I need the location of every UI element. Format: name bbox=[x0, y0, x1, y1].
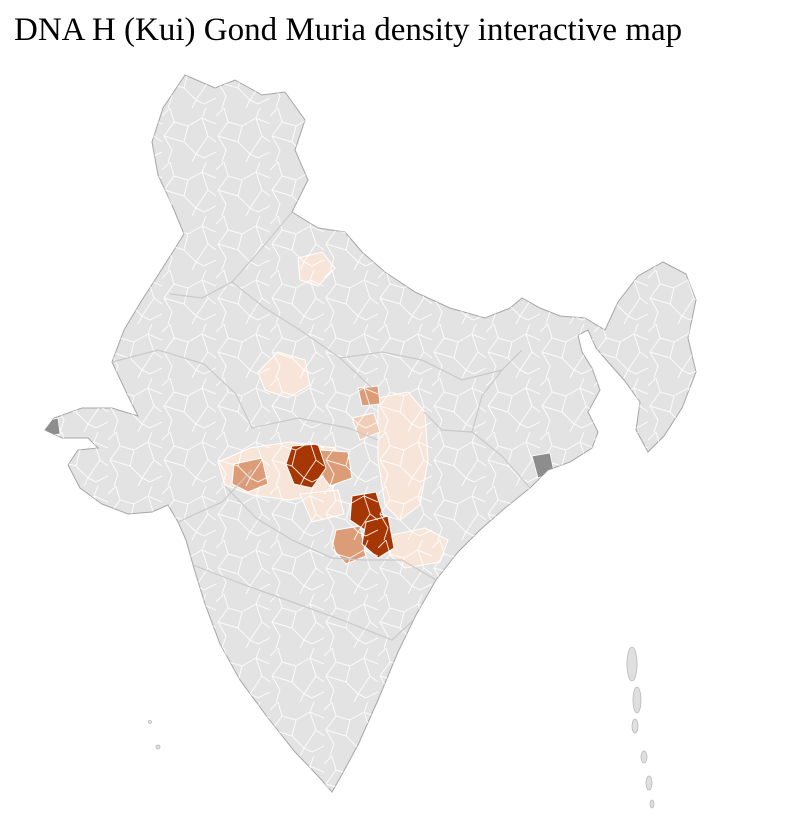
andaman-nicobar-islands[interactable] bbox=[626, 646, 655, 809]
lakshadweep-islands[interactable] bbox=[148, 720, 161, 750]
page-title: DNA H (Kui) Gond Muria density interacti… bbox=[14, 12, 683, 48]
